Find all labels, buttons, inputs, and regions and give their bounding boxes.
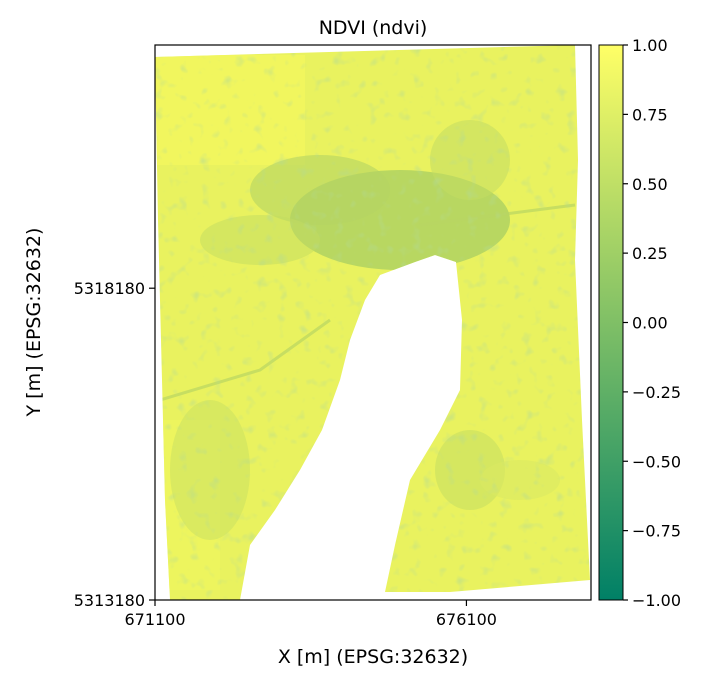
colorbar-tick-label: 0.50 (632, 175, 668, 194)
y-axis-ticks: 5313180 5318180 (74, 279, 155, 610)
x-tick-label: 676100 (436, 610, 497, 629)
y-tick-label: 5313180 (74, 591, 145, 610)
x-axis-ticks: 671100 676100 (124, 600, 497, 629)
y-tick-label: 5318180 (74, 279, 145, 298)
colorbar-tick-label: −0.25 (632, 383, 681, 402)
colorbar-tick-label: 0.00 (632, 314, 668, 333)
colorbar-ticks: 1.00 0.75 0.50 0.25 0.00 −0.25 −0.50 −0.75 −1.00 (623, 36, 681, 610)
plot-frame (154, 44, 592, 601)
y-axis-label: Y [m] (EPSG:32632) (23, 228, 45, 418)
ndvi-raster (155, 45, 590, 600)
colorbar-tick-label: −1.00 (632, 591, 681, 610)
chart-title: NDVI (ndvi) (319, 17, 428, 39)
x-axis-label: X [m] (EPSG:32632) (278, 646, 468, 668)
colorbar-tick-label: 0.75 (632, 105, 668, 124)
colorbar-tick-label: −0.75 (632, 522, 681, 541)
x-tick-label: 671100 (124, 610, 185, 629)
colorbar-tick-label: 0.25 (632, 244, 668, 263)
colorbar-tick-label: −0.50 (632, 452, 681, 471)
colorbar (598, 44, 624, 601)
colorbar-tick-label: 1.00 (632, 36, 668, 55)
